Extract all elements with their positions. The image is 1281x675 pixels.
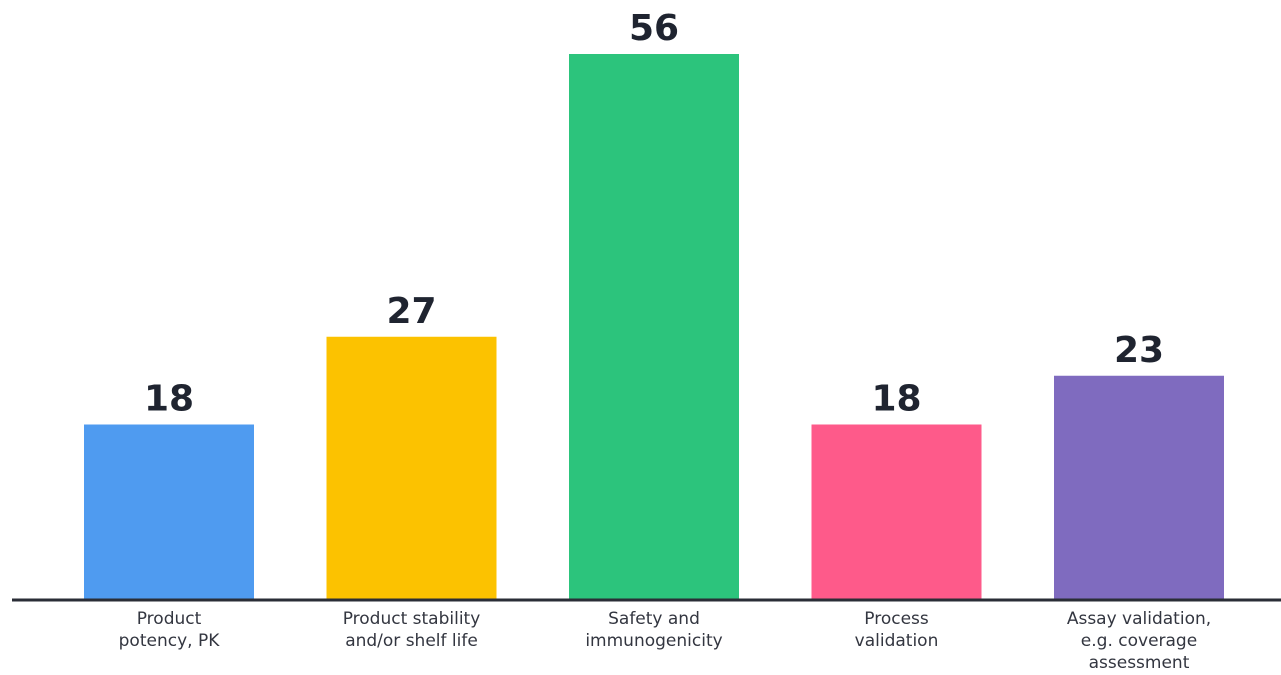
value-label-0: 18 (144, 379, 194, 420)
category-label-2-line-1: immunogenicity (585, 631, 722, 651)
category-label-1-line-0: Product stability (343, 609, 481, 629)
category-label-3-line-0: Process (864, 609, 929, 629)
value-label-1: 27 (386, 291, 436, 332)
category-label-0: Product potency, PK (119, 609, 221, 651)
value-label-4: 23 (1114, 330, 1164, 371)
category-label-1: Product stability and/or shelf life (343, 609, 481, 651)
bar-3 (811, 424, 982, 600)
category-label-3-line-1: validation (855, 631, 939, 651)
category-label-4: Assay validation, e.g. coverage assessment (1067, 609, 1211, 673)
category-label-0-line-0: Product (137, 609, 202, 629)
value-labels-group: 18 27 56 18 23 (144, 8, 1164, 420)
category-label-4-line-1: e.g. coverage (1081, 631, 1197, 651)
value-label-3: 18 (871, 379, 921, 420)
category-label-1-line-1: and/or shelf life (345, 631, 478, 651)
category-labels-group: Product potency, PK Product stability and/o… (119, 609, 1212, 673)
bar-1 (326, 336, 497, 600)
category-label-2-line-0: Safety and (608, 609, 700, 629)
category-label-4-line-2: assessment (1089, 653, 1190, 673)
value-label-2: 56 (629, 8, 679, 49)
category-label-4-line-0: Assay validation, (1067, 609, 1211, 629)
bar-0 (84, 424, 254, 600)
category-label-0-line-1: potency, PK (119, 631, 221, 651)
bar-2 (569, 54, 739, 600)
bars-group (84, 54, 1224, 600)
category-label-2: Safety and immunogenicity (585, 609, 722, 651)
category-label-3: Process validation (855, 609, 939, 651)
bar-4 (1054, 375, 1224, 600)
